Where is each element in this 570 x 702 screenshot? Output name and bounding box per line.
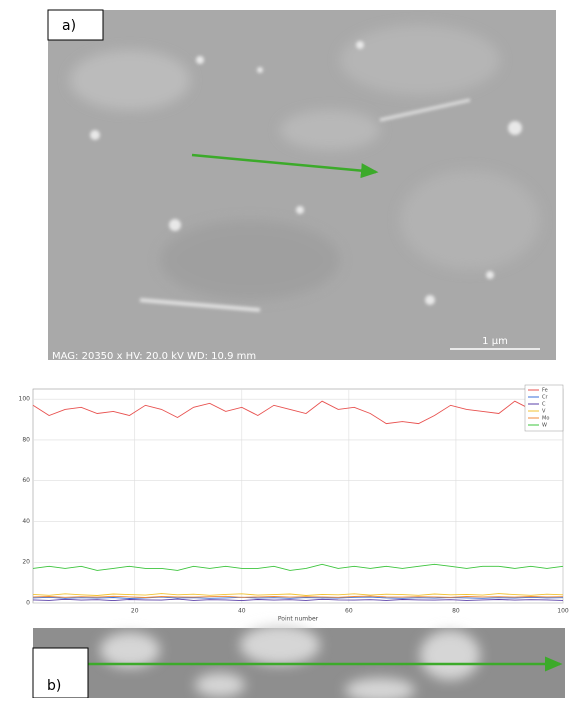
- y-tick-label: 40: [22, 518, 30, 525]
- line-chart: 0 20 40 60 80 100 20 40 60 80 100 Point number FeCrC…: [19, 385, 569, 623]
- x-tick-label: 40: [238, 608, 246, 615]
- sem-image: [48, 10, 556, 360]
- x-tick-label: 80: [452, 608, 460, 615]
- legend-label: Cr: [542, 395, 548, 401]
- scale-bar-label: 1 µm: [482, 336, 508, 347]
- x-tick-label: 100: [557, 608, 569, 615]
- line-scan-image: [33, 625, 565, 698]
- x-tick-label: 20: [131, 608, 139, 615]
- panel-label: b): [47, 678, 61, 694]
- plot-area: [33, 389, 563, 603]
- y-tick-label: 100: [19, 396, 31, 403]
- legend-label: W: [542, 423, 547, 429]
- y-tick-label: 0: [26, 600, 30, 607]
- x-axis-label: Point number: [278, 616, 319, 623]
- legend-label: Fe: [542, 388, 548, 394]
- y-tick-label: 80: [22, 436, 30, 443]
- legend-label: C: [542, 402, 546, 408]
- figure: a) MAG: 20350 x HV: 20.0 kV WD: 10.9 mm …: [0, 0, 570, 698]
- y-tick-label: 20: [22, 559, 30, 566]
- legend-label: V: [542, 409, 546, 415]
- panel-label: a): [62, 18, 76, 34]
- legend-label: Mo: [542, 416, 549, 422]
- sem-caption: MAG: 20350 x HV: 20.0 kV WD: 10.9 mm: [52, 351, 256, 362]
- x-tick-label: 60: [345, 608, 353, 615]
- y-tick-label: 60: [22, 477, 30, 484]
